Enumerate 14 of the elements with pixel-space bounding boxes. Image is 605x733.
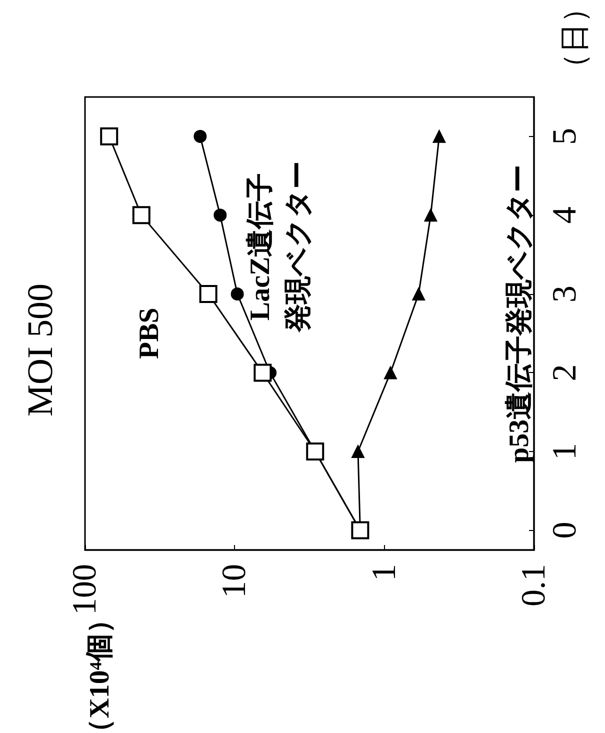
x-tick-label: 10 xyxy=(216,564,254,598)
x-tick-label: 0.1 xyxy=(516,564,552,606)
y-tick-label: 1 xyxy=(546,443,584,460)
text: MOI 500 xyxy=(20,284,60,416)
text: PBS xyxy=(134,308,166,360)
y-tick-label: 4 xyxy=(546,206,584,224)
y-tick-label: 0 xyxy=(546,522,584,539)
text: p53遺伝子発現ベクター xyxy=(504,164,535,463)
y-tick-label: 2 xyxy=(546,364,584,382)
y-tick-label: 5 xyxy=(546,128,584,145)
y-tick-label: 3 xyxy=(546,285,584,302)
x-tick-label: 1 xyxy=(366,564,403,581)
text: LacZ遺伝子発現ベクター xyxy=(245,161,314,334)
y-axis-title: （日） xyxy=(558,0,592,83)
